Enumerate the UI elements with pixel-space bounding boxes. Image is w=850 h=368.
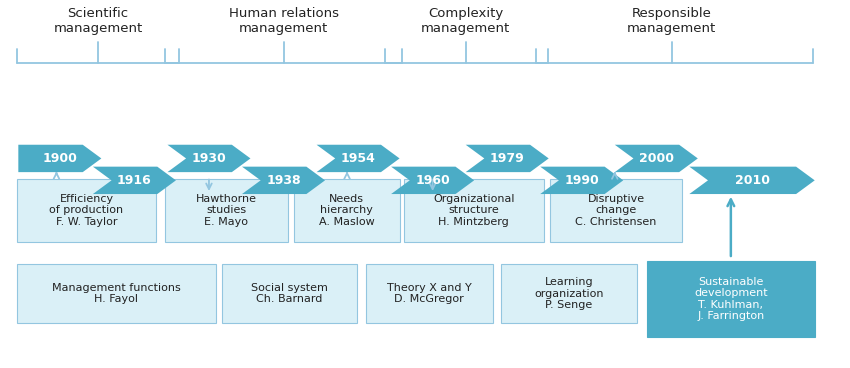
Text: Efficiency
of production
F. W. Taylor: Efficiency of production F. W. Taylor [49, 194, 123, 227]
Polygon shape [167, 145, 251, 172]
Text: 1916: 1916 [117, 174, 152, 187]
FancyBboxPatch shape [404, 178, 544, 243]
Text: Social system
Ch. Barnard: Social system Ch. Barnard [251, 283, 328, 304]
Text: Sustainable
development
T. Kuhlman,
J. Farrington: Sustainable development T. Kuhlman, J. F… [694, 277, 768, 321]
Polygon shape [19, 145, 101, 172]
FancyBboxPatch shape [647, 261, 814, 337]
Text: 2000: 2000 [639, 152, 674, 165]
Text: Hawthorne
studies
E. Mayo: Hawthorne studies E. Mayo [196, 194, 257, 227]
Text: Management functions
H. Fayol: Management functions H. Fayol [52, 283, 180, 304]
Polygon shape [466, 145, 549, 172]
Text: Responsible
management: Responsible management [627, 7, 717, 35]
FancyBboxPatch shape [222, 264, 357, 323]
Text: 1930: 1930 [191, 152, 226, 165]
FancyBboxPatch shape [17, 178, 156, 243]
FancyBboxPatch shape [366, 264, 493, 323]
FancyBboxPatch shape [165, 178, 288, 243]
Text: 1938: 1938 [266, 174, 301, 187]
FancyBboxPatch shape [551, 178, 682, 243]
Text: Theory X and Y
D. McGregor: Theory X and Y D. McGregor [387, 283, 472, 304]
Text: Learning
organization
P. Senge: Learning organization P. Senge [535, 277, 604, 310]
Text: Scientific
management: Scientific management [54, 7, 143, 35]
FancyBboxPatch shape [294, 178, 400, 243]
Text: 1900: 1900 [42, 152, 77, 165]
Polygon shape [242, 167, 325, 194]
Polygon shape [93, 167, 176, 194]
Polygon shape [615, 145, 698, 172]
Text: Needs
hierarchy
A. Maslow: Needs hierarchy A. Maslow [319, 194, 375, 227]
Text: 1979: 1979 [490, 152, 524, 165]
Text: 2010: 2010 [734, 174, 769, 187]
Polygon shape [541, 167, 623, 194]
Text: Organizational
structure
H. Mintzberg: Organizational structure H. Mintzberg [433, 194, 514, 227]
Polygon shape [316, 145, 400, 172]
Polygon shape [391, 167, 474, 194]
FancyBboxPatch shape [17, 264, 216, 323]
Text: 1990: 1990 [564, 174, 599, 187]
Text: 1954: 1954 [341, 152, 376, 165]
FancyBboxPatch shape [502, 264, 637, 323]
Text: Disruptive
change
C. Christensen: Disruptive change C. Christensen [575, 194, 657, 227]
Text: Complexity
management: Complexity management [421, 7, 510, 35]
Text: 1960: 1960 [416, 174, 450, 187]
Polygon shape [689, 167, 814, 194]
Text: Human relations
management: Human relations management [229, 7, 338, 35]
